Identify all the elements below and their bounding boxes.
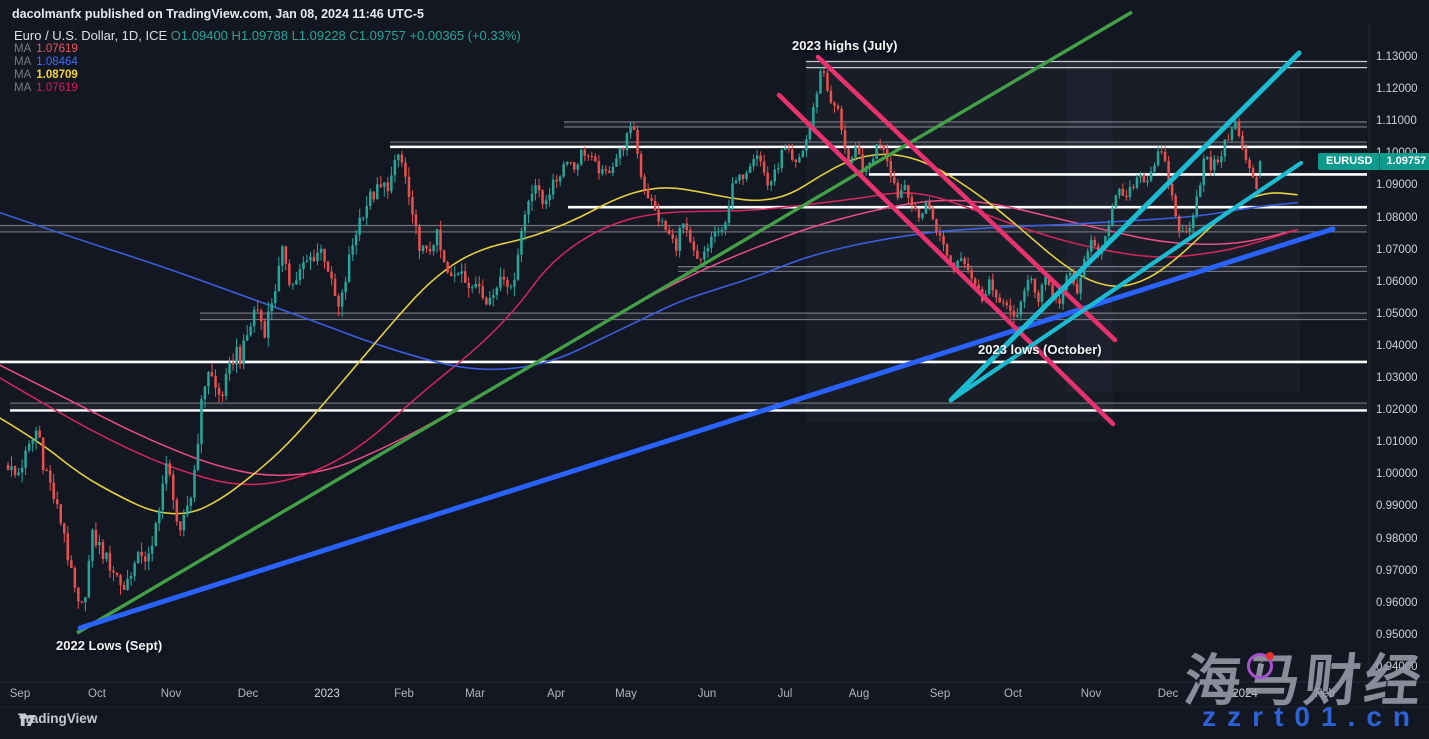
- price-label-symbol: EURUSD: [1318, 152, 1381, 170]
- annotation-2023-lows: 2023 lows (October): [978, 342, 1102, 357]
- ma-yellow-line: [0, 153, 1298, 515]
- ma-label: MA: [14, 69, 32, 81]
- time-axis-tick-may: May: [615, 688, 637, 700]
- resistance-1-1025-zone: [390, 142, 1367, 147]
- ma-legend-row-1: MA 1.08464: [14, 56, 521, 69]
- price-axis-tick: 0.95000: [1376, 628, 1418, 641]
- time-axis-tick-dec: Dec: [237, 688, 259, 700]
- watermark-logo-bolt: ⚡: [1256, 658, 1266, 673]
- price-label-value: 1.09757: [1380, 152, 1429, 170]
- price-axis-tick: 0.99000: [1376, 500, 1418, 513]
- time-axis-tick-sep: Sep: [929, 688, 951, 700]
- price-axis-tick: 1.09000: [1376, 179, 1418, 192]
- price-axis-tick: 1.08000: [1376, 211, 1418, 224]
- time-axis-tick-oct: Oct: [1004, 688, 1022, 700]
- low-value: 1.09228: [298, 28, 346, 43]
- time-axis-tick-dec: Dec: [1157, 688, 1179, 700]
- price-axis-tick: 1.02000: [1376, 404, 1418, 417]
- price-axis-tick: 1.07000: [1376, 243, 1418, 256]
- open-value: 1.09400: [180, 28, 228, 43]
- time-axis-tick-feb: Feb: [394, 688, 414, 700]
- tradingview-branding[interactable]: TradingView: [18, 711, 98, 727]
- uptrend-cyan-steep[interactable]: [948, 50, 1302, 403]
- last-price-label: EURUSD 1.09757: [1318, 152, 1429, 170]
- annotation-2023-highs: 2023 highs (July): [792, 38, 898, 53]
- time-axis-tick-nov: Nov: [1080, 688, 1102, 700]
- price-axis-tick: 1.03000: [1376, 372, 1418, 384]
- downtrend-pink-lower[interactable]: [776, 92, 1116, 427]
- time-axis-tick-2024: 2024: [1232, 688, 1258, 700]
- price-axis-tick: 1.04000: [1376, 339, 1418, 352]
- ma-value: 1.08464: [36, 56, 78, 68]
- time-axis-tick-nov: Nov: [160, 688, 182, 700]
- ma-blue-line: [0, 201, 1298, 371]
- downtrend-pink-upper[interactable]: [815, 54, 1118, 343]
- price-axis-tick: 1.05000: [1376, 307, 1418, 320]
- watermark-logo-dot: [1266, 652, 1274, 660]
- change-value: +0.00365 (+0.33%): [409, 28, 521, 43]
- uptrend-cyan-shallow[interactable]: [948, 160, 1304, 403]
- ma-legend-row-2: MA 1.08709: [14, 69, 521, 82]
- ma-legend-row-0: MA 1.07619: [14, 43, 521, 56]
- time-axis-tick-jun: Jun: [697, 688, 717, 700]
- ma-label: MA: [14, 56, 32, 68]
- price-axis-tick: 1.13000: [1376, 51, 1418, 63]
- uptrend-green-from-2022-lows[interactable]: [76, 10, 1133, 635]
- price-axis-tick: 1.11000: [1376, 115, 1417, 128]
- time-axis-tick-sep: Sep: [9, 688, 31, 700]
- ma-legend-rows: MA 1.07619 MA 1.08464 MA 1.08709 MA 1.07619: [14, 43, 521, 95]
- price-axis-tick: 0.94000: [1376, 660, 1418, 673]
- ma-label: MA: [14, 43, 32, 55]
- high-value: 1.09788: [240, 28, 288, 43]
- ma-legend-row-3: MA 1.07619: [14, 82, 521, 95]
- resistance-2023-july-high-zone: [806, 61, 1367, 68]
- time-axis-tick-feb: Feb: [1315, 688, 1335, 700]
- price-axis-tick: 0.98000: [1376, 532, 1418, 545]
- high-label: H: [231, 28, 241, 43]
- open-label: O: [170, 28, 181, 43]
- ma-value: 1.07619: [36, 82, 78, 94]
- time-axis-tick-oct: Oct: [88, 688, 106, 700]
- tradingview-logo-text: TradingView: [18, 711, 98, 726]
- published-byline: dacolmanfx published on TradingView.com,…: [12, 7, 424, 21]
- price-axis-tick: 0.97000: [1376, 564, 1418, 577]
- annotation-2022-lows: 2022 Lows (Sept): [56, 638, 163, 653]
- price-axis-tick: 1.00000: [1376, 468, 1418, 481]
- time-axis-tick-apr: Apr: [547, 688, 565, 700]
- symbol-title: Euro / U.S. Dollar, 1D, ICE: [14, 28, 168, 43]
- time-axis-tick-mar: Mar: [465, 688, 485, 700]
- ma-label: MA: [14, 82, 32, 94]
- support-1-0490-zone: [200, 313, 1367, 320]
- price-axis-tick: 0.96000: [1376, 596, 1418, 609]
- close-label: C: [349, 28, 359, 43]
- chart-legend[interactable]: Euro / U.S. Dollar, 1D, ICE O1.09400 H1.…: [14, 28, 521, 95]
- support-1-0210-zone: [10, 403, 1367, 411]
- support-1-0640-zone: [678, 266, 1367, 272]
- time-axis-tick-jul: Jul: [777, 688, 793, 700]
- watermark-site-logo-icon: ⚡: [1247, 652, 1274, 679]
- tradingview-logo-icon: [19, 714, 36, 727]
- symbol-ohlc-row: Euro / U.S. Dollar, 1D, ICE O1.09400 H1.…: [14, 28, 521, 43]
- close-value: 1.09757: [358, 28, 406, 43]
- time-axis-tick-2023: 2023: [314, 688, 340, 700]
- uptrend-blue-from-2022-lows[interactable]: [77, 226, 1336, 631]
- price-axis-tick: 1.01000: [1376, 436, 1418, 449]
- price-axis-tick: 1.12000: [1376, 83, 1418, 96]
- low-label: L: [291, 28, 299, 43]
- resistance-1-1085-zone: [564, 121, 1367, 127]
- price-axis-tick: 1.06000: [1376, 275, 1418, 288]
- ma-crimson-line: [0, 192, 1298, 486]
- time-axis-tick-aug: Aug: [848, 688, 870, 700]
- ma-pink-line: [0, 199, 1298, 477]
- ma-value: 1.07619: [36, 43, 78, 55]
- ma-value: 1.08709: [36, 69, 78, 81]
- watermark-domain-text: zzrt01.cn: [1202, 701, 1421, 732]
